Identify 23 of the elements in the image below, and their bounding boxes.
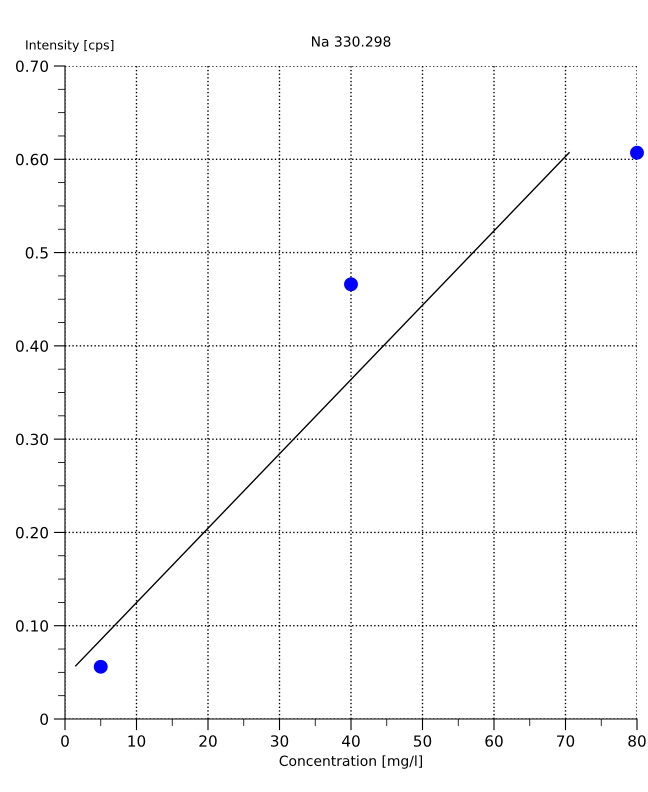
y-tick-label: 0 [40, 713, 48, 726]
y-tick-label: 0.5 [26, 247, 48, 259]
chart-title: Na 330.298 [312, 36, 390, 47]
x-tick-label: 50 [414, 735, 432, 747]
y-tick-label: 0.60 [16, 154, 48, 166]
x-tick-label: 0 [61, 735, 69, 747]
x-tick-label: 60 [485, 735, 503, 747]
y-tick-label: 0.20 [16, 526, 48, 538]
x-tick-label: 80 [628, 735, 646, 747]
point [344, 277, 358, 292]
x-tick-label: 70 [557, 735, 574, 747]
x-tick-label: 20 [199, 735, 217, 747]
y-tick-label: 0.40 [16, 340, 48, 352]
point [94, 660, 108, 674]
y-tick-label: 0.70 [16, 60, 48, 72]
point [630, 146, 644, 160]
x-tick-label: 10 [128, 735, 146, 747]
x-tick-label: 30 [270, 735, 288, 747]
x-tick-label: 40 [342, 735, 360, 747]
y-tick-label: 0.30 [16, 434, 48, 446]
y-axis-title: Intensity [cps] [26, 40, 114, 52]
x-axis-title: Concentration [mg/l] [280, 755, 422, 769]
y-tick-label: 0.10 [16, 620, 48, 632]
